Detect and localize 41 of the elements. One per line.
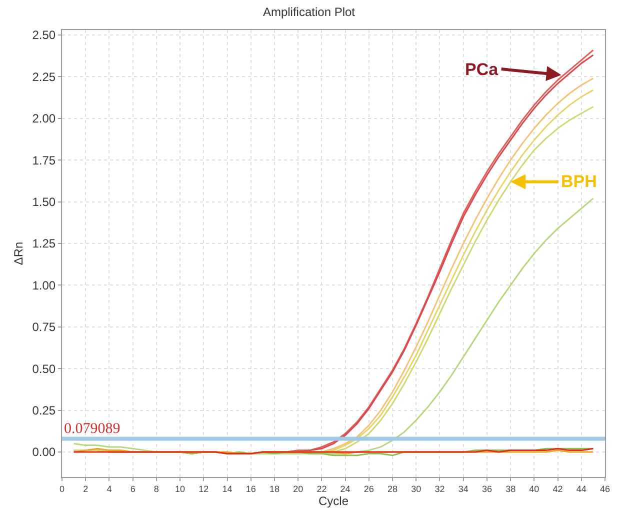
- x-tick-label: 42: [552, 484, 563, 494]
- x-tick-label: 24: [340, 484, 350, 494]
- y-tick-label: 0.25: [32, 403, 56, 418]
- x-tick-label: 2: [83, 484, 88, 494]
- y-tick-label: 0.75: [32, 320, 56, 334]
- x-tick-label: 32: [434, 484, 445, 494]
- x-tick-label: 34: [458, 484, 468, 494]
- annotation: PCa: [465, 60, 499, 79]
- x-axis-title: Cycle: [318, 494, 349, 508]
- x-tick-label: 46: [600, 484, 610, 494]
- x-tick-label: 6: [130, 484, 136, 494]
- x-tick-label: 44: [576, 484, 586, 494]
- y-tick-label: 0.50: [32, 362, 56, 376]
- y-tick-label: 1.75: [32, 153, 56, 168]
- x-tick-label: 18: [269, 484, 280, 494]
- y-tick-label: 2.25: [32, 70, 56, 84]
- x-tick-label: 0: [59, 484, 65, 494]
- x-tick-label: 30: [411, 484, 422, 494]
- y-axis-title: ΔRn: [12, 242, 26, 266]
- x-tick-label: 4: [106, 484, 112, 494]
- x-tick-label: 10: [175, 484, 186, 494]
- x-tick-label: 28: [388, 484, 398, 494]
- x-tick-label: 8: [154, 484, 159, 494]
- x-tick-label: 26: [364, 484, 374, 494]
- ref-line-label: 0.079089: [64, 421, 120, 437]
- y-tick-label: 0.00: [32, 445, 56, 460]
- y-tick-label: 1.50: [32, 194, 56, 209]
- x-tick-label: 14: [222, 484, 232, 494]
- x-tick-label: 38: [506, 484, 516, 494]
- y-tick-label: 2.00: [32, 112, 56, 126]
- y-tick-label: 1.25: [32, 236, 56, 251]
- x-tick-label: 22: [316, 484, 327, 494]
- y-tick-label: 2.50: [32, 28, 56, 42]
- annotation: BPH: [561, 172, 597, 191]
- x-tick-label: 20: [293, 484, 304, 494]
- x-tick-label: 16: [246, 484, 256, 494]
- y-tick-label: 1.00: [32, 278, 56, 292]
- x-tick-label: 36: [482, 484, 492, 494]
- x-tick-label: 40: [529, 484, 540, 494]
- x-tick-label: 12: [198, 484, 209, 494]
- chart-title: Amplification Plot: [262, 5, 356, 20]
